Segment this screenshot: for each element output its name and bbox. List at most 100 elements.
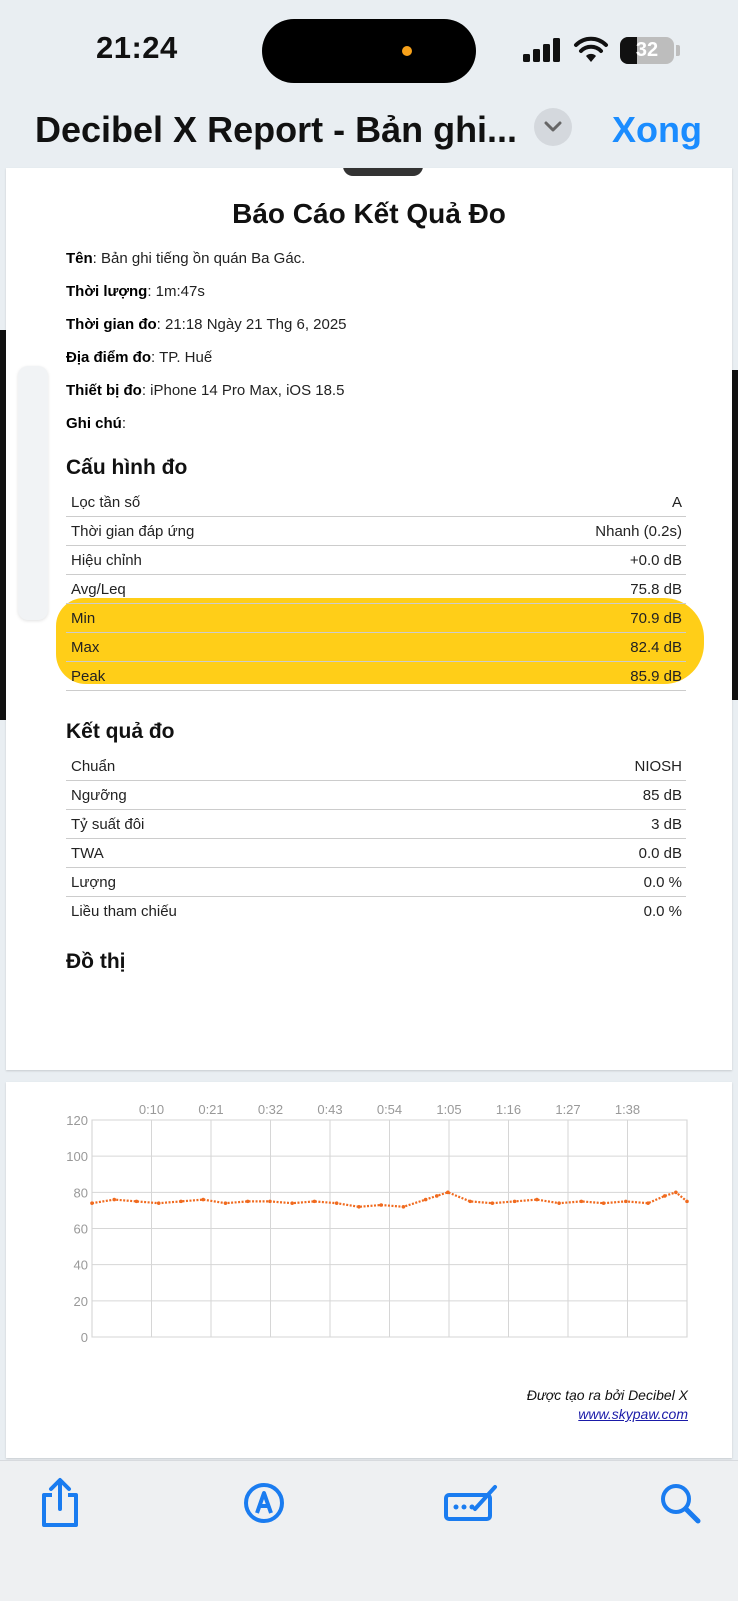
- scroll-handle[interactable]: [18, 366, 48, 620]
- info-location: Địa điểm đo: TP. Huế: [66, 349, 213, 366]
- y-tick-label: 80: [74, 1185, 88, 1200]
- x-tick-label: 1:16: [496, 1102, 521, 1117]
- data-point: [468, 1199, 472, 1204]
- left-edge-bar: [0, 330, 8, 720]
- data-point: [134, 1199, 139, 1204]
- document-title[interactable]: Decibel X Report - Bản ghi...: [35, 109, 518, 150]
- sound-level-chart: 120 100 80 60 40 20 0 0:10 0:21 0:32 0:43 0:54 1:05 1…: [66, 1102, 689, 1345]
- data-point: [312, 1199, 317, 1204]
- y-tick-label: 40: [74, 1258, 88, 1273]
- data-point: [112, 1197, 117, 1202]
- search-icon: [661, 1484, 701, 1524]
- data-point: [179, 1199, 183, 1204]
- data-point: [685, 1199, 689, 1204]
- config-table: Lọc tần số A Thời gian đáp ứng Nhanh (0.2s…: [66, 488, 686, 691]
- navigation-bar: Decibel X Report - Bản ghi... Xong: [0, 96, 738, 168]
- table-row: Thời gian đáp ứng Nhanh (0.2s): [66, 517, 686, 546]
- data-point: [379, 1203, 383, 1207]
- mic-indicator-dot: [402, 46, 412, 56]
- x-tick-label: 1:38: [615, 1102, 640, 1117]
- search-button[interactable]: [650, 1473, 710, 1533]
- data-point: [601, 1201, 606, 1205]
- form-fill-icon: [444, 1485, 497, 1521]
- y-tick-label: 120: [66, 1113, 88, 1128]
- results-table: Chuẩn NIOSH Ngưỡng 85 dB Tỷ suất đôi 3 dB T…: [66, 752, 686, 925]
- credit-text: Được tạo ra bởi Decibel X: [526, 1387, 688, 1403]
- x-tick-label: 0:32: [258, 1102, 283, 1117]
- bottom-toolbar: [0, 1460, 738, 1601]
- share-icon: [42, 1478, 78, 1527]
- report-title: Báo Cáo Kết Quả Đo: [232, 198, 506, 229]
- battery-cap: [676, 45, 680, 56]
- config-section-title: Cấu hình đo: [66, 456, 188, 479]
- data-point: [401, 1205, 406, 1209]
- x-tick-label: 1:27: [555, 1102, 580, 1117]
- table-row: Max 82.4 dB: [66, 633, 686, 662]
- status-bar: 21:24 32: [0, 0, 738, 96]
- data-point: [662, 1194, 667, 1198]
- table-row: Hiệu chỉnh +0.0 dB: [66, 546, 686, 575]
- data-point: [201, 1197, 206, 1202]
- report-page-1: Báo Cáo Kết Quả Đo Tên: Bản ghi tiếng ồn…: [6, 168, 732, 1070]
- share-button[interactable]: [30, 1473, 90, 1533]
- data-point: [290, 1201, 294, 1205]
- data-point: [579, 1199, 584, 1204]
- table-row: Lượng 0.0 %: [66, 868, 686, 897]
- x-tick-label: 0:21: [198, 1102, 223, 1117]
- data-point: [268, 1199, 272, 1204]
- data-point: [156, 1201, 161, 1205]
- data-point: [512, 1199, 517, 1204]
- table-row: Min 70.9 dB: [66, 604, 686, 633]
- y-tick-label: 100: [66, 1149, 88, 1164]
- table-row: Liều tham chiếu 0.0 %: [71, 903, 682, 920]
- table-row: Peak 85.9 dB: [66, 662, 686, 691]
- data-point: [624, 1199, 628, 1204]
- info-name: Tên: Bản ghi tiếng ồn quán Ba Gác.: [66, 250, 306, 267]
- y-tick-label: 60: [74, 1222, 88, 1237]
- chevron-down-icon: [544, 121, 562, 132]
- page-indicator-tab: [343, 168, 423, 176]
- x-tick-label: 0:54: [377, 1102, 402, 1117]
- data-point: [334, 1201, 339, 1205]
- data-point: [90, 1201, 94, 1205]
- credit-link[interactable]: www.skypaw.com: [578, 1406, 688, 1422]
- report-page-2: 120 100 80 60 40 20 0 0:10 0:21 0:32 0:43 0:54 1:05 1…: [6, 1082, 732, 1458]
- table-row: TWA 0.0 dB: [66, 839, 686, 868]
- right-edge-bar: [730, 370, 738, 700]
- y-tick-label: 20: [74, 1294, 88, 1309]
- yellow-highlight-mark: [56, 598, 704, 684]
- wifi-icon: [574, 36, 608, 62]
- series-line: [91, 1191, 688, 1208]
- battery-level: 32: [635, 39, 659, 61]
- data-point: [674, 1190, 678, 1195]
- battery-icon: 32: [620, 37, 674, 64]
- info-time: Thời gian đo: 21:18 Ngày 21 Thg 6, 2025: [66, 316, 347, 333]
- data-point: [535, 1197, 539, 1202]
- graph-section-title: Đồ thị: [66, 950, 126, 973]
- credit-block: Được tạo ra bởi Decibel X www.skypaw.com: [527, 1386, 688, 1424]
- table-row: Ngưỡng 85 dB: [66, 781, 686, 810]
- info-device: Thiết bị đo: iPhone 14 Pro Max, iOS 18.5: [66, 382, 345, 399]
- markup-pen-icon: [244, 1483, 284, 1523]
- fill-sign-button[interactable]: [442, 1473, 502, 1533]
- table-row: Avg/Leq 75.8 dB: [66, 575, 686, 604]
- results-section-title: Kết quả đo: [66, 720, 175, 743]
- cellular-signal-icon: [523, 38, 563, 62]
- info-duration: Thời lượng: 1m:47s: [66, 283, 205, 300]
- status-time: 21:24: [96, 30, 178, 65]
- table-row: Lọc tần số A: [66, 488, 686, 517]
- data-point: [434, 1194, 439, 1198]
- x-tick-label: 1:05: [436, 1102, 461, 1117]
- table-row: Chuẩn NIOSH: [66, 752, 686, 781]
- x-tick-label: 0:10: [139, 1102, 164, 1117]
- table-row: Tỷ suất đôi 3 dB: [66, 810, 686, 839]
- data-point: [646, 1201, 650, 1205]
- info-note: Ghi chú:: [66, 415, 127, 432]
- done-button[interactable]: Xong: [612, 109, 702, 150]
- data-point: [423, 1197, 428, 1202]
- data-point: [223, 1201, 228, 1205]
- y-tick-label: 0: [81, 1330, 88, 1345]
- title-menu-chevron-button[interactable]: [534, 108, 572, 146]
- data-point: [446, 1190, 450, 1195]
- markup-button[interactable]: [234, 1473, 294, 1533]
